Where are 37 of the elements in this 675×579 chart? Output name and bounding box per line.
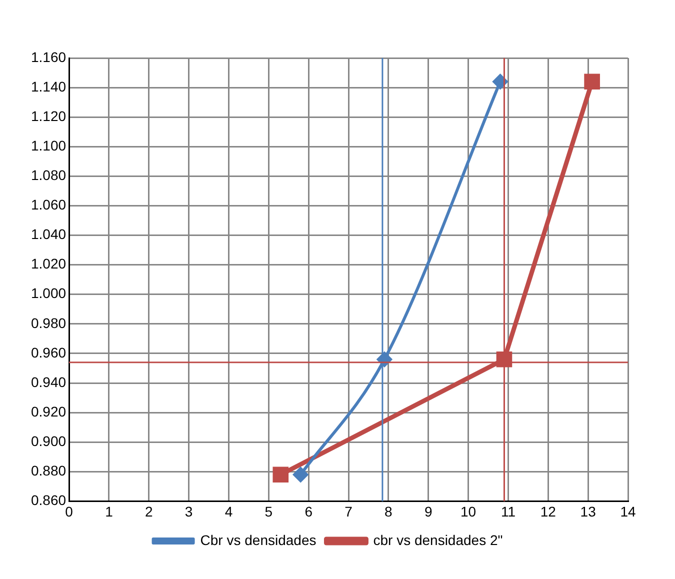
x-tick-label: 2 bbox=[144, 503, 153, 520]
x-tick-label: 1 bbox=[105, 503, 114, 520]
y-tick-label: 0.900 bbox=[30, 432, 66, 449]
y-tick-label: 1.060 bbox=[30, 196, 66, 213]
y-tick-label: 1.040 bbox=[30, 226, 66, 242]
y-tick-label: 1.000 bbox=[30, 285, 66, 302]
x-tick-label: 6 bbox=[304, 503, 313, 520]
x-tick-label: 8 bbox=[384, 503, 393, 520]
x-tick-label: 4 bbox=[224, 503, 233, 520]
y-tick-label: 0.980 bbox=[30, 314, 66, 331]
point bbox=[272, 466, 289, 483]
y-tick-label: 0.960 bbox=[30, 344, 66, 360]
x-tick-label: 11 bbox=[500, 503, 516, 520]
y-tick-label: 0.880 bbox=[30, 462, 66, 479]
x-tick-label: 0 bbox=[65, 503, 74, 520]
y-tick-label: 1.080 bbox=[30, 167, 66, 184]
point bbox=[293, 467, 308, 482]
y-tick-label: 0.920 bbox=[30, 403, 66, 420]
x-tick-label: 12 bbox=[540, 503, 556, 520]
y-tick-label: 0.860 bbox=[30, 492, 66, 508]
point bbox=[584, 74, 600, 90]
x-tick-label: 9 bbox=[424, 503, 432, 520]
y-tick-label: 1.160 bbox=[30, 48, 66, 65]
x-tick-label: 13 bbox=[580, 503, 596, 520]
y-tick-label: 1.120 bbox=[30, 108, 66, 124]
x-tick-label: 3 bbox=[184, 503, 193, 520]
legend-label: Cbr vs densidades bbox=[200, 532, 316, 548]
x-tick-label: 7 bbox=[344, 503, 353, 520]
x-tick-label: 10 bbox=[460, 503, 476, 520]
legend-label: cbr vs densidades 2" bbox=[373, 532, 503, 548]
y-tick-label: 1.140 bbox=[30, 78, 66, 94]
x-tick-label: 14 bbox=[620, 503, 636, 520]
y-tick-label: 0.940 bbox=[30, 374, 66, 390]
y-tick-label: 1.100 bbox=[30, 138, 66, 154]
y-tick-label: 1.020 bbox=[30, 256, 66, 272]
x-tick-label: 5 bbox=[264, 503, 273, 520]
point bbox=[492, 74, 508, 90]
